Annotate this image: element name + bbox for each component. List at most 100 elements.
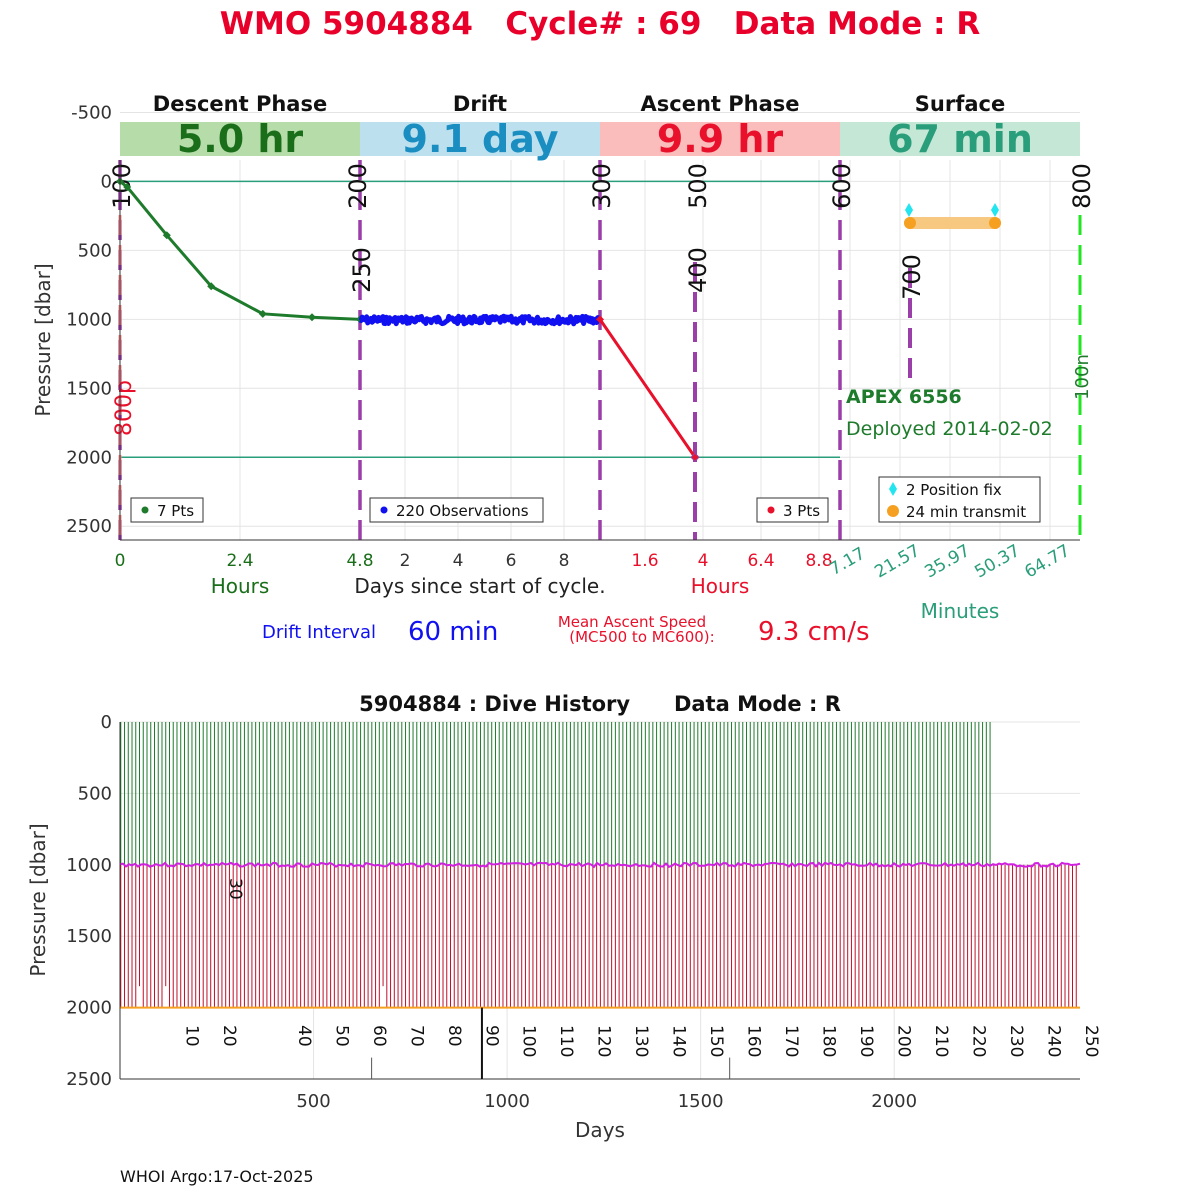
x-tick-label: 1.6 <box>631 551 658 571</box>
y-tick-label: 2000 <box>66 447 112 468</box>
bottom-y-tick-label: 500 <box>78 783 112 804</box>
y-tick-label: -500 <box>71 102 112 123</box>
cycle-number-label: 210 <box>931 1025 951 1057</box>
cycle-number-label: 10 <box>181 1025 201 1047</box>
phase-band <box>840 122 1080 156</box>
cycle-number-label: 190 <box>856 1025 876 1057</box>
descent-legend-marker <box>141 506 149 514</box>
ascent-legend-label: 3 Pts <box>783 502 820 520</box>
phase-band <box>600 122 840 156</box>
dive-history-title: 5904884 : Dive History Data Mode : R <box>359 692 841 716</box>
cycle-number-label: 130 <box>631 1025 651 1057</box>
ascent-speed-label-2: (MC500 to MC600): <box>569 628 714 646</box>
ascent-legend-marker <box>767 506 775 514</box>
y-tick-label: 0 <box>101 171 112 192</box>
bottom-x-tick-label: 500 <box>296 1091 330 1112</box>
mission-code-label: 200 <box>344 163 372 209</box>
x-tick-label: 6 <box>506 551 517 571</box>
footer-credit: WHOI Argo:17-Oct-2025 <box>120 1167 314 1186</box>
x-tick-label: 2 <box>400 551 411 571</box>
mission-code-label: 500 <box>684 163 712 209</box>
bottom-ylabel: Pressure [dbar] <box>26 823 50 976</box>
x-tick-label: 35.97 <box>921 541 973 583</box>
bottom-x-tick-label: 1500 <box>678 1091 724 1112</box>
descent-point <box>123 182 132 191</box>
y-tick-label: 1000 <box>66 309 112 330</box>
transmit-point <box>904 217 916 229</box>
mission-code-label: 100 <box>108 163 136 209</box>
y-tick-label: 500 <box>78 240 112 261</box>
ascent-speed-info: Mean Ascent Speed (MC500 to MC600): 9.3 … <box>558 613 870 647</box>
mission-code-label: 800p <box>112 380 137 436</box>
drift-series-line <box>358 313 602 327</box>
x-tick-label: 8 <box>559 551 570 571</box>
ascent-legend: 3 Pts <box>756 497 829 523</box>
phase-duration: 67 min <box>887 117 1033 161</box>
mission-code-label: 100n <box>1072 354 1093 400</box>
mission-code-label: 300 <box>588 163 616 209</box>
phase-duration: 9.1 day <box>402 117 559 161</box>
cycle-number-label: 160 <box>744 1025 764 1057</box>
x-tick-label: 50.37 <box>971 541 1023 583</box>
position-fix-point <box>905 203 913 217</box>
bottom-x-tick-label: 1000 <box>484 1091 530 1112</box>
cycle-number-label: 80 <box>444 1025 464 1047</box>
drift-interval-info: Drift Interval 60 min <box>262 617 498 647</box>
bottom-y-tick-label: 2000 <box>66 998 112 1019</box>
top-axes: 0 2.4 4.8 Hours 2 4 6 8 Days since start of cycl… <box>66 102 1080 623</box>
y-tick-label: 1500 <box>66 378 112 399</box>
bottom-axes: 0 500 1000 1500 2000 2500 500 1000 1500 2000 <box>66 712 1080 1112</box>
descent-legend: 7 Pts <box>130 497 204 523</box>
ascent-speed-value: 9.3 cm/s <box>758 617 870 647</box>
phase-duration: 5.0 hr <box>177 117 304 161</box>
cycle-number-label: 30 <box>225 878 245 900</box>
cycle-number-label: 120 <box>594 1025 614 1057</box>
position-fix-point <box>991 203 999 217</box>
bottom-plot-content: 10 20 30 40 50 60 70 80 90 100 110 120 130 140 150 160 1… <box>119 722 1101 1057</box>
mission-code-label: 800 <box>1068 163 1096 209</box>
phase-axis-label: Days since start of cycle. <box>354 574 605 598</box>
descent-legend-label: 7 Pts <box>157 502 194 520</box>
x-tick-label: 0 <box>115 551 126 571</box>
bottom-y-tick-label: 0 <box>101 712 112 733</box>
cycle-number-label: 140 <box>669 1025 689 1057</box>
x-tick-label: 8.8 <box>805 551 832 571</box>
drift-legend: 220 Observations <box>369 497 544 523</box>
bottom-x-tick-label: 2000 <box>871 1091 917 1112</box>
bottom-y-tick-label: 2500 <box>66 1069 112 1090</box>
drift-interval-value: 60 min <box>408 617 498 647</box>
cycle-number-label: 60 <box>369 1025 389 1047</box>
drift-legend-label: 220 Observations <box>396 502 529 520</box>
cycle-number-label: 20 <box>219 1025 239 1047</box>
cycle-number-label: 110 <box>556 1025 576 1057</box>
transmit-legend-marker <box>887 505 899 517</box>
cycle-number-label: 90 <box>481 1025 501 1047</box>
cycle-number-label: 240 <box>1043 1025 1063 1057</box>
figure-title: WMO 5904884 Cycle# : 69 Data Mode : R <box>220 6 981 42</box>
mission-code-label: 700 <box>898 254 926 300</box>
descent-point <box>308 313 316 322</box>
ascent-point <box>690 452 700 462</box>
cycle-number-label: 250 <box>1081 1025 1101 1057</box>
mission-code-label: 600 <box>828 163 856 209</box>
transmit-point <box>989 217 1001 229</box>
cycle-number-label: 50 <box>331 1025 351 1047</box>
x-tick-label: 6.4 <box>747 551 774 571</box>
x-tick-label: 4 <box>698 551 709 571</box>
mission-code-label: 400 <box>684 247 712 293</box>
position-fix-legend-marker <box>889 482 897 496</box>
cycle-number-label: 200 <box>893 1025 913 1057</box>
deployment-date: Deployed 2014-02-02 <box>846 418 1053 440</box>
phase-duration: 9.9 hr <box>657 117 784 161</box>
bottom-y-tick-label: 1500 <box>66 926 112 947</box>
x-tick-label: 21.57 <box>871 541 923 583</box>
surface-legend: 2 Position fix 24 min transmit <box>878 476 1041 523</box>
y-tick-label: 2500 <box>66 516 112 537</box>
x-tick-label: 2.4 <box>226 551 253 571</box>
x-tick-label: 64.77 <box>1021 541 1073 583</box>
phase-band <box>360 122 600 156</box>
descent-point <box>162 231 171 240</box>
